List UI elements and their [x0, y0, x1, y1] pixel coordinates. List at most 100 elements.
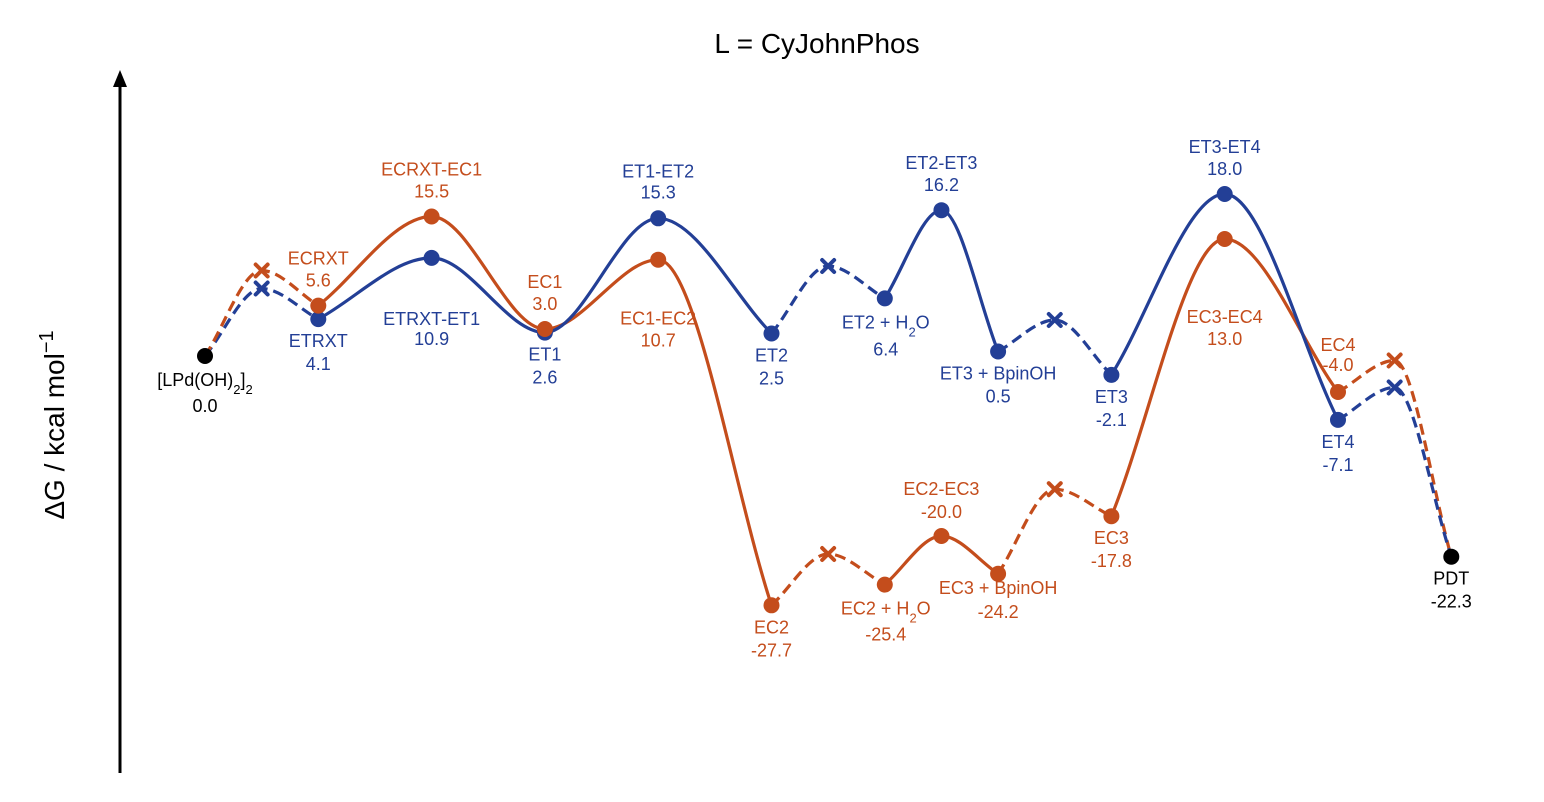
point-value-label: 4.1 [306, 354, 331, 374]
y-axis-label: ΔG / kcal mol−1 [36, 330, 70, 519]
profile-line-ec-solid-10 [1109, 237, 1340, 517]
point-marker-ET4 [1330, 411, 1346, 428]
point-marker-EC2-EC3 [933, 528, 950, 544]
point-value-label: 15.3 [641, 182, 676, 202]
profile-line-et-dashed-13 [1337, 385, 1453, 558]
point-value-label: 0.5 [986, 387, 1011, 407]
cross-marker-ET_x2 [820, 258, 837, 274]
point-marker-EC2+H2O [876, 576, 893, 593]
point-value-label: 10.7 [641, 331, 676, 351]
point-name-label: EC2 + H2O [841, 599, 931, 626]
cross-marker-shape [1046, 481, 1063, 498]
point-name-label: [LPd(OH)2]2 [157, 370, 253, 397]
point-name-label: ET2-ET3 [905, 153, 977, 173]
point-marker-ET2-ET3 [933, 202, 950, 219]
cross-marker-EC_x4 [1386, 352, 1403, 369]
point-value-label: -20.0 [921, 502, 962, 522]
point-marker-EC3 [1103, 508, 1120, 525]
cross-marker-shape [1046, 312, 1063, 328]
point-marker-start [197, 348, 213, 364]
point-marker-ET3-ET4 [1216, 186, 1233, 202]
point-marker-EC3-EC4 [1216, 231, 1233, 247]
cross-marker-shape [820, 258, 837, 274]
cross-marker-EC_x2 [820, 546, 837, 562]
cross-marker-EC_x1 [253, 262, 270, 279]
point-name-label: ETRXT [289, 331, 348, 351]
point-value-label: 0.0 [192, 396, 217, 416]
cross-marker-ET_x1 [253, 280, 270, 297]
y-axis-label-main: ΔG / kcal mol [39, 353, 70, 520]
point-name-label: ETRXT-ET1 [383, 309, 480, 329]
cross-marker-shape [253, 280, 270, 297]
point-value-label: 16.2 [924, 175, 959, 195]
point-marker-ET2+H2O [876, 290, 893, 307]
point-value-label: 10.9 [414, 329, 449, 349]
point-marker-PDT [1443, 548, 1460, 565]
profile-labels: [LPd(OH)2]20.0ETRXT4.1ECRXT5.6ETRXT-ET11… [157, 137, 1472, 660]
point-value-label: -25.4 [865, 625, 906, 645]
point-value-label: -24.2 [978, 602, 1019, 622]
cross-marker-ET_x4 [1386, 379, 1403, 396]
point-marker-ECRXT [310, 297, 327, 314]
point-name-label: ET2 + H2O [842, 312, 930, 339]
point-name-label: EC2-EC3 [903, 479, 979, 499]
cross-marker-ET_x3 [1046, 312, 1063, 328]
point-value-label: -7.1 [1322, 455, 1353, 475]
point-value-label: -2.1 [1096, 410, 1127, 430]
point-value-label: -22.3 [1431, 592, 1472, 612]
point-name-label: ET1-ET2 [622, 161, 694, 181]
point-value-label: -27.7 [751, 640, 792, 660]
point-marker-EC3+BpinOH [990, 565, 1007, 582]
profile-line-ec-dashed-5 [770, 552, 886, 607]
point-name-label: EC3-EC4 [1187, 307, 1263, 327]
point-name-label: EC1-EC2 [620, 309, 696, 329]
cross-marker-shape [1386, 379, 1403, 396]
point-name-label: EC1 [527, 272, 562, 292]
point-name-label: ET4 [1321, 432, 1354, 452]
point-name-label: ECRXT [288, 249, 349, 269]
point-value-label: 6.4 [873, 339, 898, 359]
point-marker-ECRXT-EC1 [423, 208, 440, 225]
cross-marker-shape [1386, 352, 1403, 369]
point-name-label: ET2 [755, 346, 788, 366]
point-name-label: ECRXT-EC1 [381, 160, 482, 180]
point-name-label: ET3-ET4 [1189, 137, 1261, 157]
point-marker-EC4 [1330, 384, 1346, 400]
point-marker-EC1-EC2 [650, 251, 667, 268]
point-marker-ET2 [763, 325, 780, 342]
point-value-label: 5.6 [306, 271, 331, 291]
point-marker-ET3 [1103, 366, 1120, 383]
cross-marker-EC_x3 [1046, 481, 1063, 498]
profile-markers [197, 186, 1460, 614]
point-value-label: 3.0 [532, 294, 557, 314]
point-name-label: PDT [1433, 569, 1469, 589]
y-axis-label-sup: −1 [36, 330, 58, 353]
point-name-label: EC4 [1320, 335, 1355, 355]
point-marker-ETRXT-ET1 [423, 249, 440, 266]
point-value-label: 2.5 [759, 369, 784, 389]
point-name-label: EC3 [1094, 528, 1129, 548]
point-value-label: 13.0 [1207, 329, 1242, 349]
chart-title: L = CyJohnPhos [714, 28, 919, 59]
point-marker-ET3+BpinOH [990, 343, 1007, 360]
point-name-label: ET3 + BpinOH [940, 364, 1057, 384]
point-marker-ETRXT [310, 311, 327, 328]
point-name-label: ET3 [1095, 387, 1128, 407]
point-value-label: 18.0 [1207, 159, 1242, 179]
point-value-label: -17.8 [1091, 551, 1132, 571]
point-name-label: EC3 + BpinOH [939, 578, 1058, 598]
point-marker-ET1-ET2 [650, 210, 667, 227]
y-axis-arrowhead [113, 70, 127, 87]
profile-line-et-dashed-8 [997, 318, 1113, 377]
point-marker-EC1 [536, 321, 553, 337]
cross-marker-shape [820, 546, 837, 562]
point-name-label: ET1 [528, 345, 561, 365]
point-value-label: 2.6 [532, 368, 557, 388]
point-value-label: 15.5 [414, 182, 449, 202]
point-marker-EC2 [763, 597, 780, 614]
point-name-label: EC2 [754, 617, 789, 637]
profile-lines [203, 192, 1453, 607]
y-axis [113, 70, 127, 773]
point-value-label: -4.0 [1322, 355, 1353, 375]
